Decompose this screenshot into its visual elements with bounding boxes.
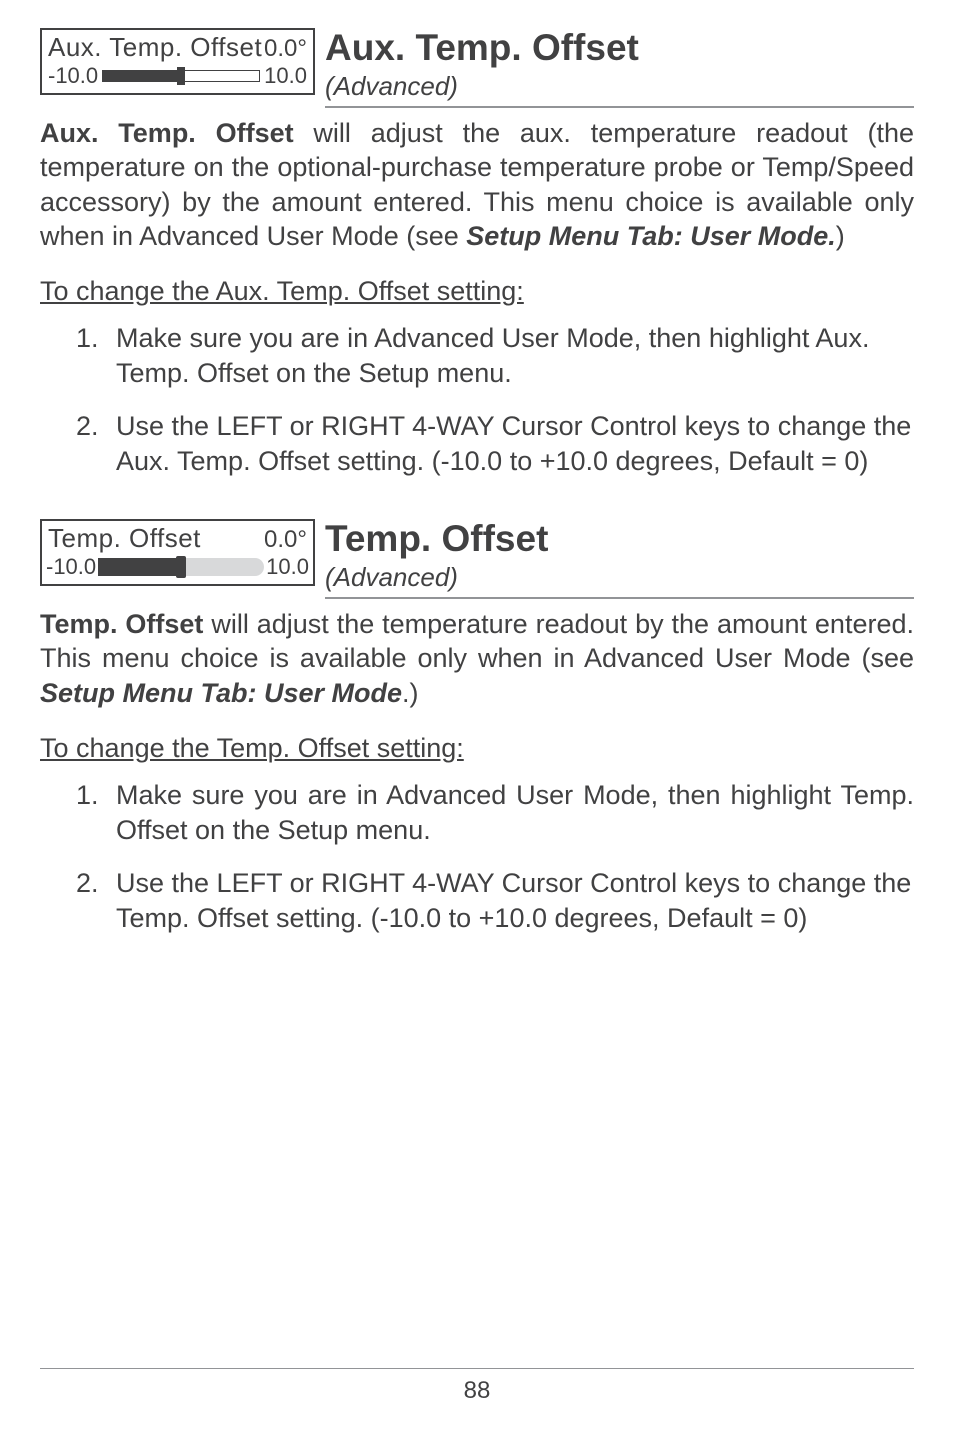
- widget1-label: Aux. Temp. Offset: [48, 32, 262, 63]
- aux-temp-offset-widget: Aux. Temp. Offset 0.0° -10.0 10.0: [40, 28, 315, 95]
- section1-title-block: Aux. Temp. Offset (Advanced): [325, 28, 914, 108]
- section1-header: Aux. Temp. Offset 0.0° -10.0 10.0 Aux. T…: [40, 28, 914, 108]
- section2-body-t2: .): [402, 678, 419, 708]
- list-item: 1. Make sure you are in Advanced User Mo…: [40, 778, 914, 848]
- section2-body-em: Setup Menu Tab: User Mode: [40, 678, 402, 708]
- widget2-track[interactable]: [98, 558, 264, 576]
- list-item: 2. Use the LEFT or RIGHT 4-WAY Cursor Co…: [40, 866, 914, 936]
- section1-body-bold: Aux. Temp. Offset: [40, 118, 294, 148]
- section1-body-t2: ): [836, 221, 845, 251]
- widget1-value: 0.0°: [264, 35, 307, 63]
- list-num: 2.: [76, 866, 116, 936]
- list-item: 1. Make sure you are in Advanced User Mo…: [40, 321, 914, 391]
- list-text: Make sure you are in Advanced User Mode,…: [116, 321, 914, 391]
- section2-title: Temp. Offset: [325, 519, 914, 560]
- section1-body: Aux. Temp. Offset will adjust the aux. t…: [40, 116, 914, 254]
- widget2-max: 10.0: [266, 554, 309, 580]
- list-item: 2. Use the LEFT or RIGHT 4-WAY Cursor Co…: [40, 409, 914, 479]
- section2-header: Temp. Offset 0.0° -10.0 10.0 Temp. Offse…: [40, 519, 914, 599]
- widget1-track[interactable]: [102, 67, 260, 85]
- section2-body: Temp. Offset will adjust the temperature…: [40, 607, 914, 711]
- widget2-value: 0.0°: [264, 526, 307, 554]
- list-text: Use the LEFT or RIGHT 4-WAY Cursor Contr…: [116, 866, 914, 936]
- page-number: 88: [464, 1377, 491, 1404]
- section1-title: Aux. Temp. Offset: [325, 28, 914, 69]
- section1-subtitle: (Advanced): [325, 71, 914, 102]
- temp-offset-widget: Temp. Offset 0.0° -10.0 10.0: [40, 519, 315, 586]
- section2-subheading: To change the Temp. Offset setting:: [40, 733, 914, 764]
- list-num: 1.: [76, 321, 116, 391]
- widget2-label: Temp. Offset: [48, 523, 201, 554]
- section2-subtitle: (Advanced): [325, 562, 914, 593]
- list-num: 2.: [76, 409, 116, 479]
- list-num: 1.: [76, 778, 116, 848]
- widget1-max: 10.0: [264, 63, 307, 89]
- widget2-min: -10.0: [46, 554, 96, 580]
- widget1-min: -10.0: [48, 63, 98, 89]
- section1-subheading: To change the Aux. Temp. Offset setting:: [40, 276, 914, 307]
- section2-title-block: Temp. Offset (Advanced): [325, 519, 914, 599]
- page-footer: 88: [40, 1368, 914, 1405]
- list-text: Use the LEFT or RIGHT 4-WAY Cursor Contr…: [116, 409, 914, 479]
- section1-body-em: Setup Menu Tab: User Mode.: [466, 221, 836, 251]
- list-text: Make sure you are in Advanced User Mode,…: [116, 778, 914, 848]
- section2-body-bold: Temp. Offset: [40, 609, 203, 639]
